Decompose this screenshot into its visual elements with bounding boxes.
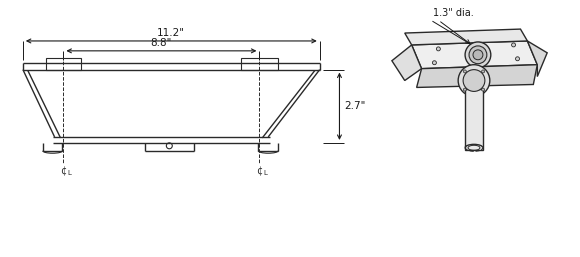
Circle shape (512, 43, 516, 47)
Polygon shape (412, 41, 537, 69)
Bar (46, 58, 81, 70)
Circle shape (463, 70, 466, 73)
Bar (241, 58, 278, 70)
Polygon shape (416, 65, 537, 87)
Circle shape (433, 61, 436, 65)
Text: L: L (67, 170, 71, 176)
Circle shape (463, 70, 485, 91)
Polygon shape (527, 41, 547, 77)
Text: 8.8": 8.8" (151, 38, 172, 48)
Polygon shape (392, 45, 422, 80)
Text: 2.7": 2.7" (345, 101, 366, 111)
Polygon shape (405, 29, 527, 45)
Text: ¢: ¢ (60, 167, 67, 177)
Circle shape (465, 42, 491, 68)
Circle shape (516, 57, 520, 61)
Circle shape (481, 70, 484, 73)
Circle shape (463, 88, 466, 91)
Text: 1.3" dia.: 1.3" dia. (433, 8, 474, 18)
Circle shape (436, 47, 440, 51)
Circle shape (473, 50, 483, 60)
Bar (465, 89, 483, 150)
Text: L: L (263, 170, 267, 176)
Circle shape (458, 65, 490, 96)
Text: ¢: ¢ (256, 167, 263, 177)
Text: 11.2": 11.2" (157, 28, 185, 38)
Circle shape (481, 88, 484, 91)
Circle shape (469, 46, 487, 64)
